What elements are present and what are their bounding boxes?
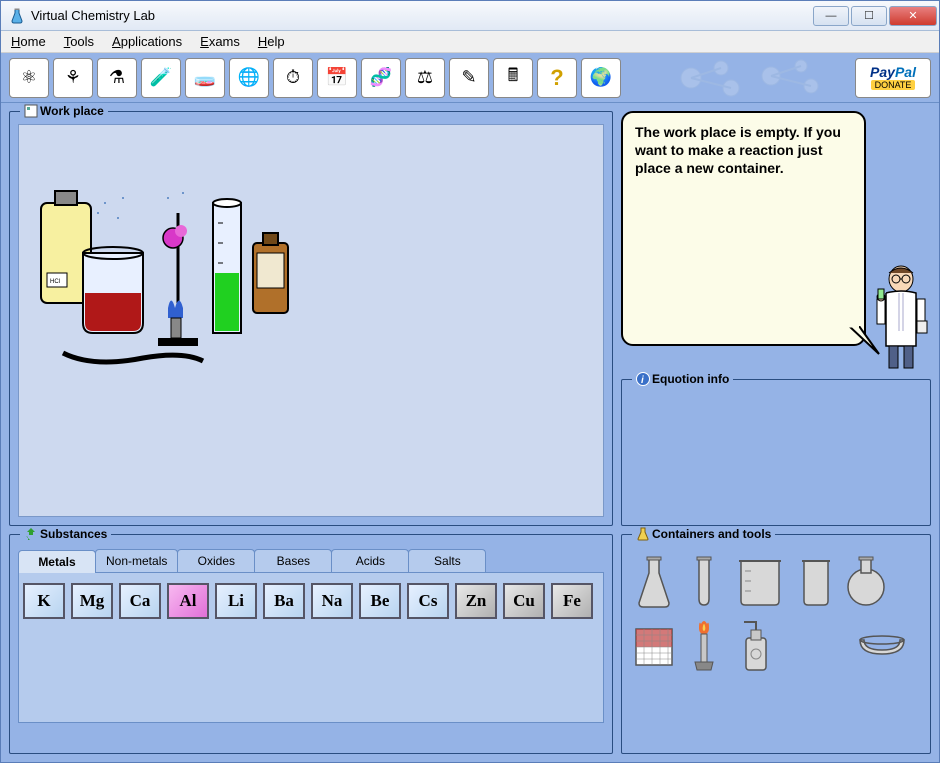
menu-applications[interactable]: Applications — [112, 34, 182, 49]
molecules-icon[interactable]: ⚘ — [53, 58, 93, 98]
right-column: The work place is empty. If you want to … — [621, 111, 931, 526]
tool-beaker-narrow[interactable] — [794, 553, 838, 611]
tool-bunsen-burner[interactable] — [682, 617, 726, 675]
containers-panel: Containers and tools — [621, 534, 931, 754]
minimize-button[interactable]: — — [813, 6, 849, 26]
calendar-icon[interactable]: 📅 — [317, 58, 357, 98]
close-button[interactable]: ✕ — [889, 6, 937, 26]
tab-metals[interactable]: Metals — [18, 550, 96, 573]
molecule-decoration — [671, 58, 851, 98]
element-Be[interactable]: Be — [359, 583, 401, 619]
menu-tools[interactable]: Tools — [64, 34, 94, 49]
beaker1-icon[interactable]: 🧪 — [141, 58, 181, 98]
element-Fe[interactable]: Fe — [551, 583, 593, 619]
tab-oxides[interactable]: Oxides — [177, 549, 255, 572]
equation-body — [630, 392, 922, 517]
help-icon[interactable]: ? — [537, 58, 577, 98]
element-K[interactable]: K — [23, 583, 65, 619]
write-icon[interactable]: ✎ — [449, 58, 489, 98]
workplace-canvas[interactable]: HCl — [18, 124, 604, 517]
tools-grid — [630, 547, 922, 681]
maximize-button[interactable]: ☐ — [851, 6, 887, 26]
tool-gauze-pad[interactable] — [632, 617, 676, 675]
cylinder-green — [213, 199, 241, 333]
containers-label: Containers and tools — [632, 527, 775, 541]
tool-test-tube[interactable] — [682, 553, 726, 611]
tab-salts[interactable]: Salts — [408, 549, 486, 572]
assistant-area: The work place is empty. If you want to … — [621, 111, 931, 371]
workplace-label: Work place — [20, 104, 108, 118]
svg-text:HCl: HCl — [50, 279, 60, 285]
beaker-red — [83, 247, 143, 333]
element-Cu[interactable]: Cu — [503, 583, 545, 619]
tool-flask-round[interactable] — [844, 553, 888, 611]
element-Al[interactable]: Al — [167, 583, 209, 619]
timer-icon[interactable]: ⏱ — [273, 58, 313, 98]
app-window: Virtual Chemistry Lab — ☐ ✕ Home Tools A… — [0, 0, 940, 763]
calculator-icon[interactable]: 🖩 — [493, 58, 533, 98]
beaker2-icon[interactable]: 🧫 — [185, 58, 225, 98]
speech-bubble: The work place is empty. If you want to … — [621, 111, 866, 346]
tool-beaker-wide[interactable] — [732, 553, 788, 611]
substances-label: Substances — [20, 527, 111, 541]
element-grid: KMgCaAlLiBaNaBeCsZnCuFe — [18, 573, 604, 723]
globe-help-icon[interactable]: 🌍 — [581, 58, 621, 98]
svg-text:i: i — [641, 375, 644, 386]
window-title: Virtual Chemistry Lab — [31, 8, 811, 23]
tool-flask-erlenmeyer[interactable] — [632, 553, 676, 611]
menu-help[interactable]: Help — [258, 34, 285, 49]
workplace-icon — [24, 104, 38, 118]
menu-exams[interactable]: Exams — [200, 34, 240, 49]
window-controls: — ☐ ✕ — [811, 6, 937, 26]
tab-acids[interactable]: Acids — [331, 549, 409, 572]
substance-tabs: MetalsNon-metalsOxidesBasesAcidsSalts — [18, 549, 604, 573]
workplace-panel: Work place HCl — [9, 111, 613, 526]
flasks-icon[interactable]: ⚗ — [97, 58, 137, 98]
info-icon: i — [636, 372, 650, 386]
menubar: Home Tools Applications Exams Help — [1, 31, 939, 53]
substances-panel: Substances MetalsNon-metalsOxidesBasesAc… — [9, 534, 613, 754]
menu-home[interactable]: Home — [11, 34, 46, 49]
flask-icon — [636, 527, 650, 541]
element-Ba[interactable]: Ba — [263, 583, 305, 619]
tab-non-metals[interactable]: Non-metals — [95, 549, 178, 572]
element-Na[interactable]: Na — [311, 583, 353, 619]
equation-info-panel: i Equotion info — [621, 379, 931, 526]
tab-bases[interactable]: Bases — [254, 549, 332, 572]
tool-wash-bottle[interactable] — [732, 617, 776, 675]
element-Li[interactable]: Li — [215, 583, 257, 619]
scientist-avatar — [871, 261, 931, 371]
titlebar: Virtual Chemistry Lab — ☐ ✕ — [1, 1, 939, 31]
tubes-icon[interactable]: 🧬 — [361, 58, 401, 98]
element-Zn[interactable]: Zn — [455, 583, 497, 619]
bottle-brown — [253, 233, 288, 313]
scale-icon[interactable]: ⚖ — [405, 58, 445, 98]
app-icon — [9, 8, 25, 24]
recycle-icon — [24, 527, 38, 541]
toolbar: ⚛⚘⚗🧪🧫🌐⏱📅🧬⚖✎🖩?🌍 PayPal DONATE — [1, 53, 939, 103]
planet-icon[interactable]: 🌐 — [229, 58, 269, 98]
atom-icon[interactable]: ⚛ — [9, 58, 49, 98]
content-area: Work place HCl — [1, 103, 939, 762]
tool-dish[interactable] — [854, 617, 910, 675]
element-Ca[interactable]: Ca — [119, 583, 161, 619]
element-Mg[interactable]: Mg — [71, 583, 113, 619]
element-Cs[interactable]: Cs — [407, 583, 449, 619]
equation-label: i Equotion info — [632, 372, 733, 386]
paypal-donate-button[interactable]: PayPal DONATE — [855, 58, 931, 98]
